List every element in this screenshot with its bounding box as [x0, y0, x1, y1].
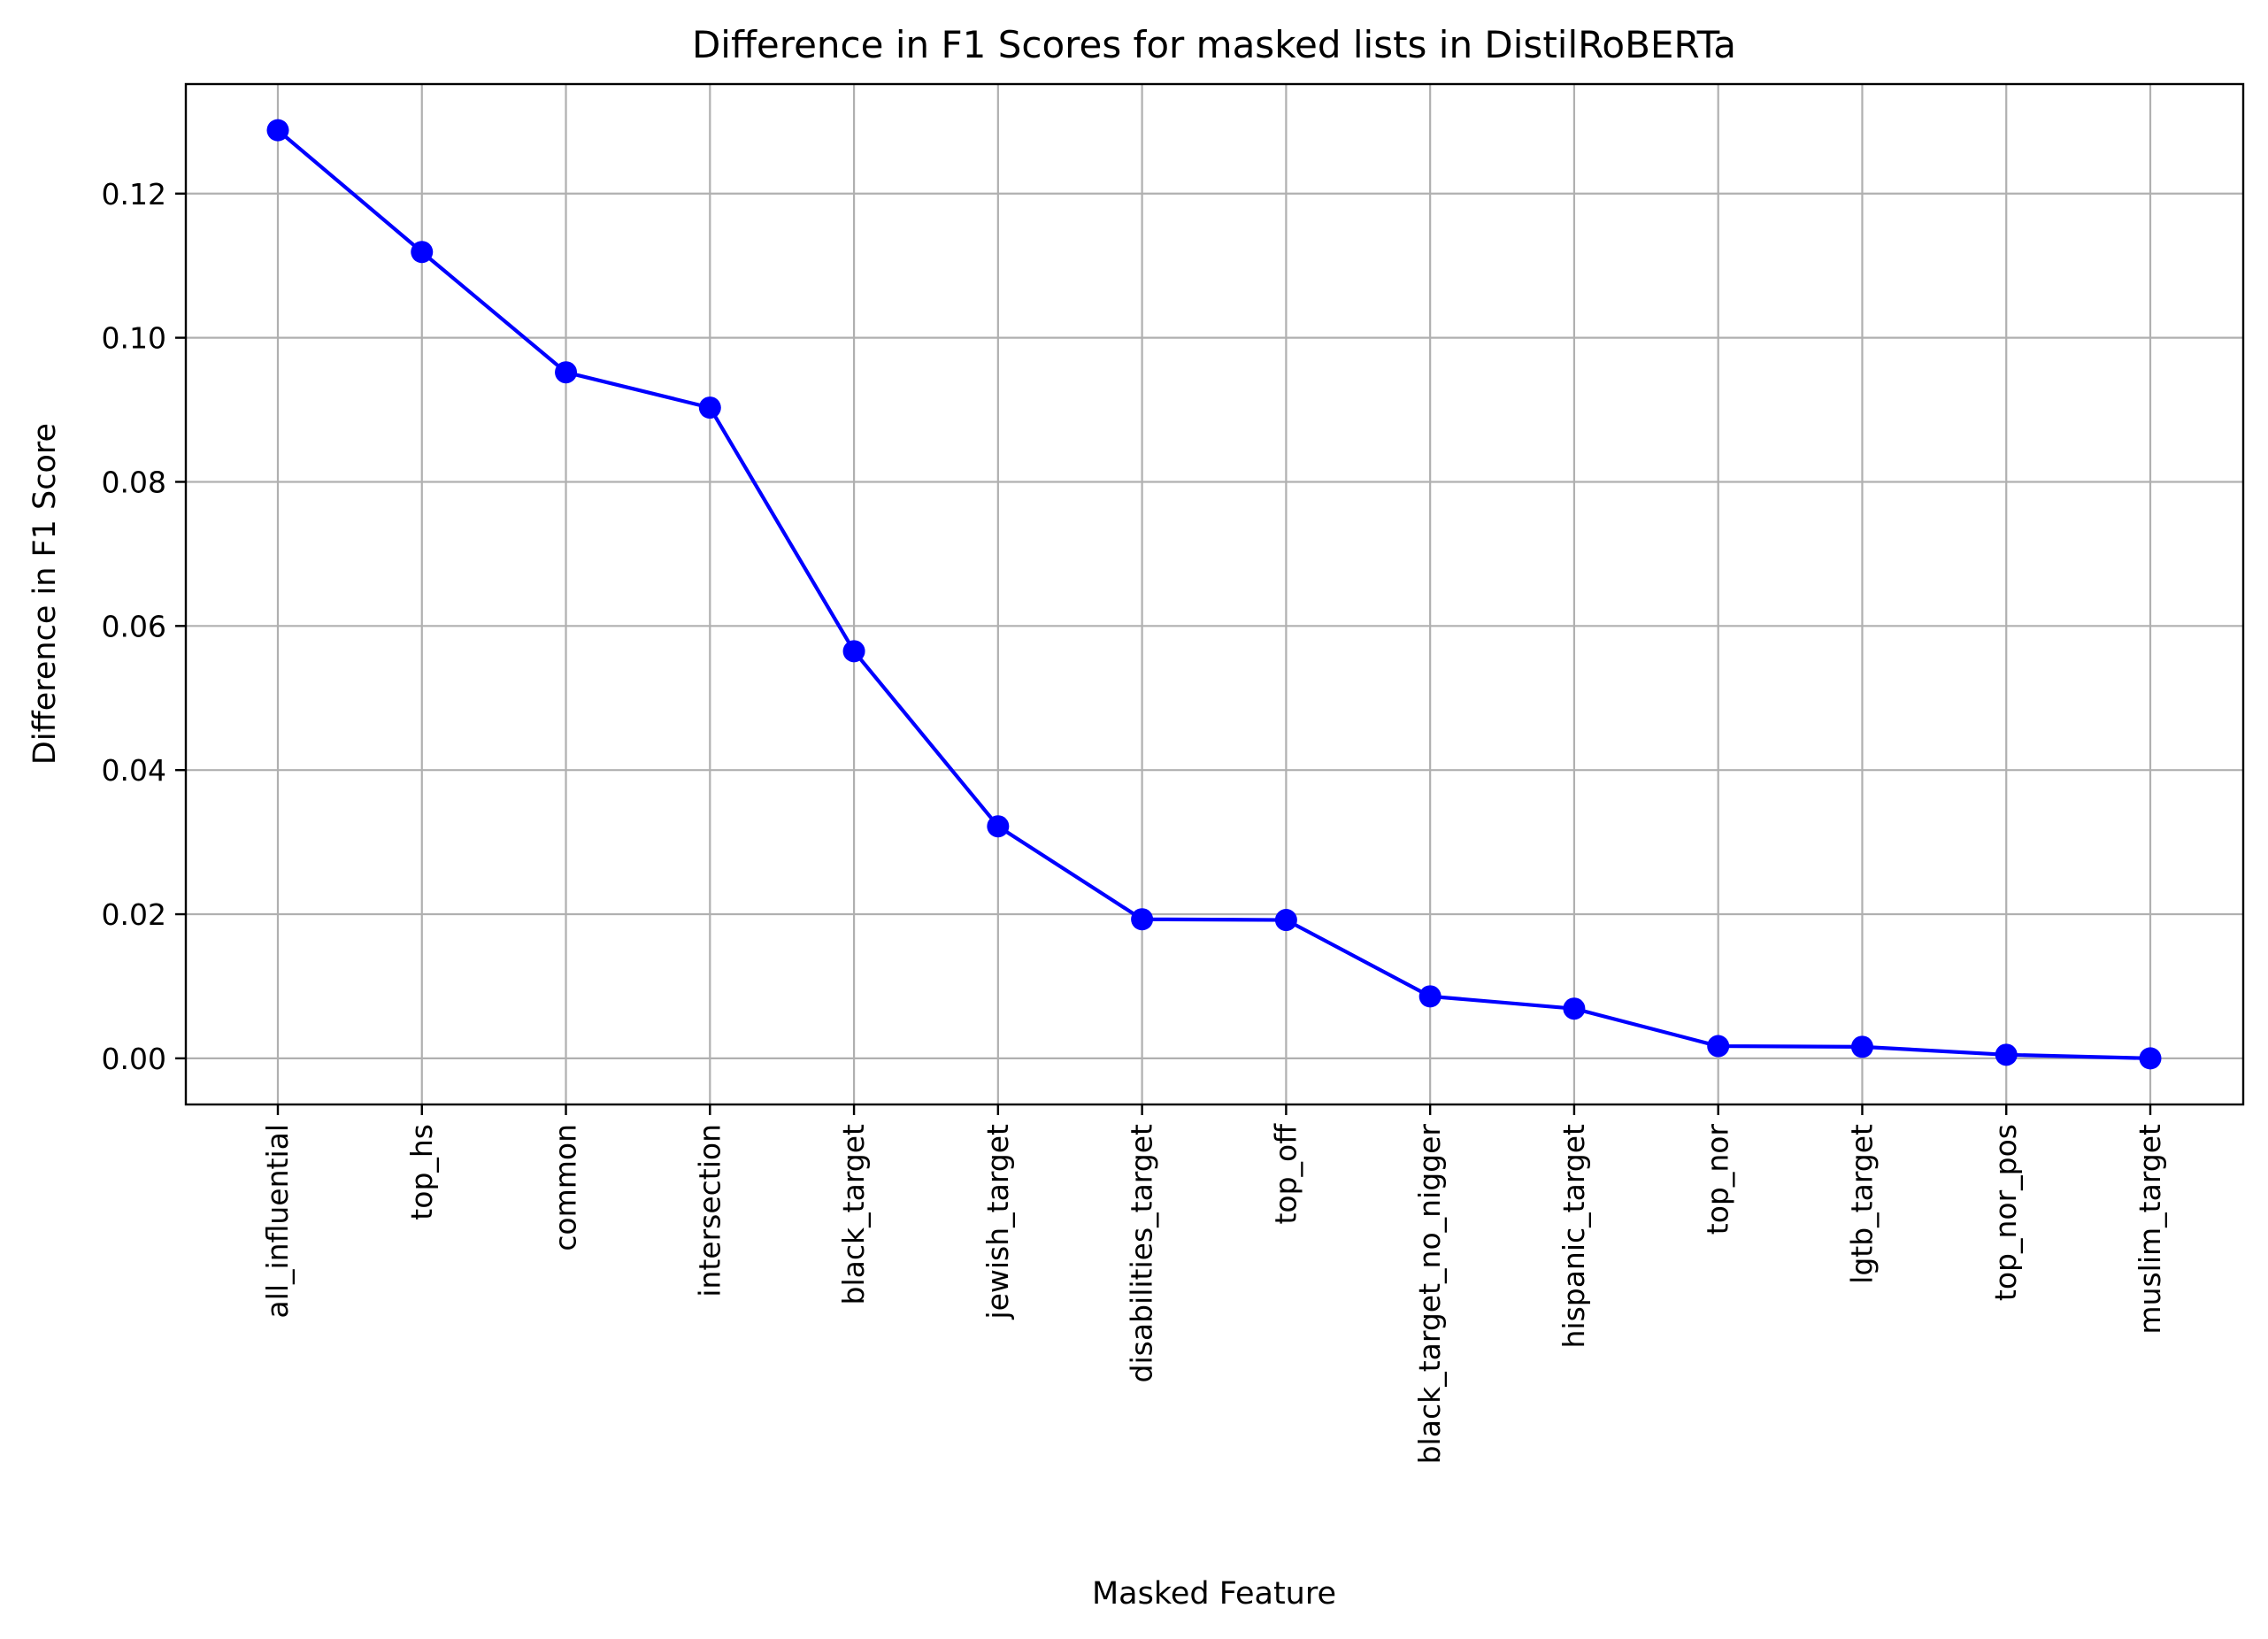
x-tick-label: disabilities_target — [1125, 1124, 1159, 1382]
x-axis-title: Masked Feature — [1092, 1576, 1336, 1612]
x-tick-label: jewish_target — [980, 1124, 1015, 1320]
x-tick-label: muslim_target — [2133, 1124, 2167, 1335]
chart-title: Difference in F1 Scores for masked lists… — [692, 23, 1736, 66]
data-point — [1995, 1043, 2018, 1066]
data-point — [1131, 908, 1154, 931]
x-tick-label: top_hs — [404, 1124, 439, 1220]
y-tick-label: 0.02 — [102, 897, 166, 932]
series-layer — [266, 119, 2162, 1070]
y-tick-label: 0.08 — [102, 465, 166, 499]
data-point — [2139, 1047, 2162, 1070]
grid-layer — [186, 84, 2243, 1104]
x-tick-label: hispanic_target — [1557, 1124, 1591, 1349]
series-line — [275, 128, 2153, 1060]
x-tick-label: all_influential — [260, 1124, 295, 1319]
tick-layer: all_influential top_hs common intersection b… — [102, 177, 2167, 1465]
data-point — [842, 640, 865, 663]
y-tick-label: 0.10 — [102, 321, 166, 356]
data-point — [1850, 1035, 1873, 1058]
x-tick-label: lgtb_target — [1844, 1124, 1879, 1284]
data-point — [1563, 997, 1586, 1020]
y-tick-label: 0.06 — [102, 609, 166, 643]
x-tick-label: top_off — [1268, 1123, 1303, 1225]
y-tick-label: 0.04 — [102, 753, 166, 788]
x-tick-label: black_target — [836, 1124, 871, 1304]
data-point — [1274, 909, 1297, 932]
data-point — [1418, 985, 1442, 1008]
plot-area-frame — [184, 82, 2245, 1106]
data-point — [987, 815, 1010, 838]
data-point — [698, 396, 721, 419]
x-tick-label: intersection — [692, 1124, 727, 1297]
data-point — [411, 241, 434, 264]
data-point — [1707, 1035, 1730, 1058]
data-point — [555, 361, 578, 384]
x-tick-label: top_nor — [1701, 1124, 1735, 1235]
data-point — [266, 119, 289, 142]
y-tick-label: 0.00 — [102, 1042, 166, 1076]
y-tick-label: 0.12 — [102, 177, 166, 212]
y-axis-title: Difference in F1 Score — [27, 423, 63, 765]
x-tick-label: black_target_no_nigger — [1412, 1124, 1447, 1465]
x-tick-label: top_nor_pos — [1988, 1124, 2023, 1301]
x-tick-label: common — [549, 1124, 583, 1251]
